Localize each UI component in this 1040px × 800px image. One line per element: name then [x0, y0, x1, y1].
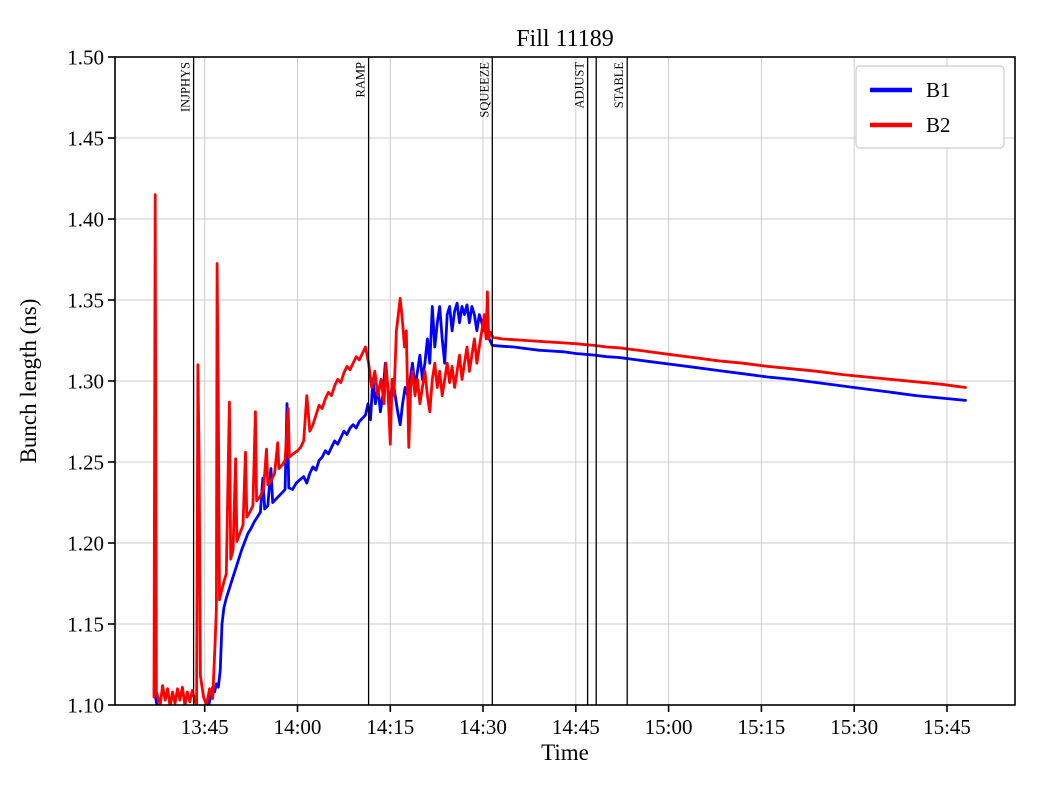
legend-label-b2: B2: [926, 113, 951, 137]
y-tick-label: 1.35: [67, 289, 104, 313]
state-label-ramp: RAMP: [354, 62, 368, 97]
state-annotations: INJPHYS RAMP SQUEEZE ADJUST STABLE: [179, 57, 628, 705]
legend-box: [855, 65, 1005, 149]
x-tick-label: 15:45: [923, 715, 971, 739]
y-tick-label: 1.20: [67, 532, 104, 556]
y-tick-label: 1.40: [67, 208, 104, 232]
legend: B1 B2: [855, 65, 1005, 149]
x-tick-label: 15:30: [830, 715, 878, 739]
data-series: [152, 193, 967, 705]
y-axis-label: Bunch length (ns): [16, 299, 41, 464]
y-tick-label: 1.50: [67, 46, 104, 70]
gridlines: [115, 56, 1015, 706]
chart-title: Fill 11189: [516, 26, 614, 52]
y-tick-label: 1.25: [67, 451, 104, 475]
x-tick-label: 13:45: [181, 715, 229, 739]
series-line-b1: [152, 301, 967, 705]
y-tick-label: 1.30: [67, 370, 104, 394]
y-tick-label: 1.45: [67, 127, 104, 151]
x-tick-label: 15:15: [737, 715, 785, 739]
x-tick-label: 15:00: [645, 715, 693, 739]
state-label-stable: STABLE: [612, 62, 626, 109]
state-label-injphys: INJPHYS: [179, 62, 193, 112]
state-label-adjust: ADJUST: [573, 62, 587, 109]
x-tick-label: 14:15: [366, 715, 414, 739]
x-axis-label: Time: [541, 740, 589, 765]
legend-label-b1: B1: [926, 78, 951, 102]
x-tick-label: 14:45: [552, 715, 600, 739]
y-tick-label: 1.10: [67, 694, 104, 718]
x-tick-label: 14:30: [459, 715, 507, 739]
y-tick-label: 1.15: [67, 613, 104, 637]
x-tick-label: 14:00: [274, 715, 322, 739]
axes: 13:45 14:00 14:15 14:30 14:45 15:00 15:15 15:30…: [67, 46, 1016, 739]
series-line-b2: [152, 193, 967, 705]
state-label-squeeze: SQUEEZE: [477, 62, 491, 118]
